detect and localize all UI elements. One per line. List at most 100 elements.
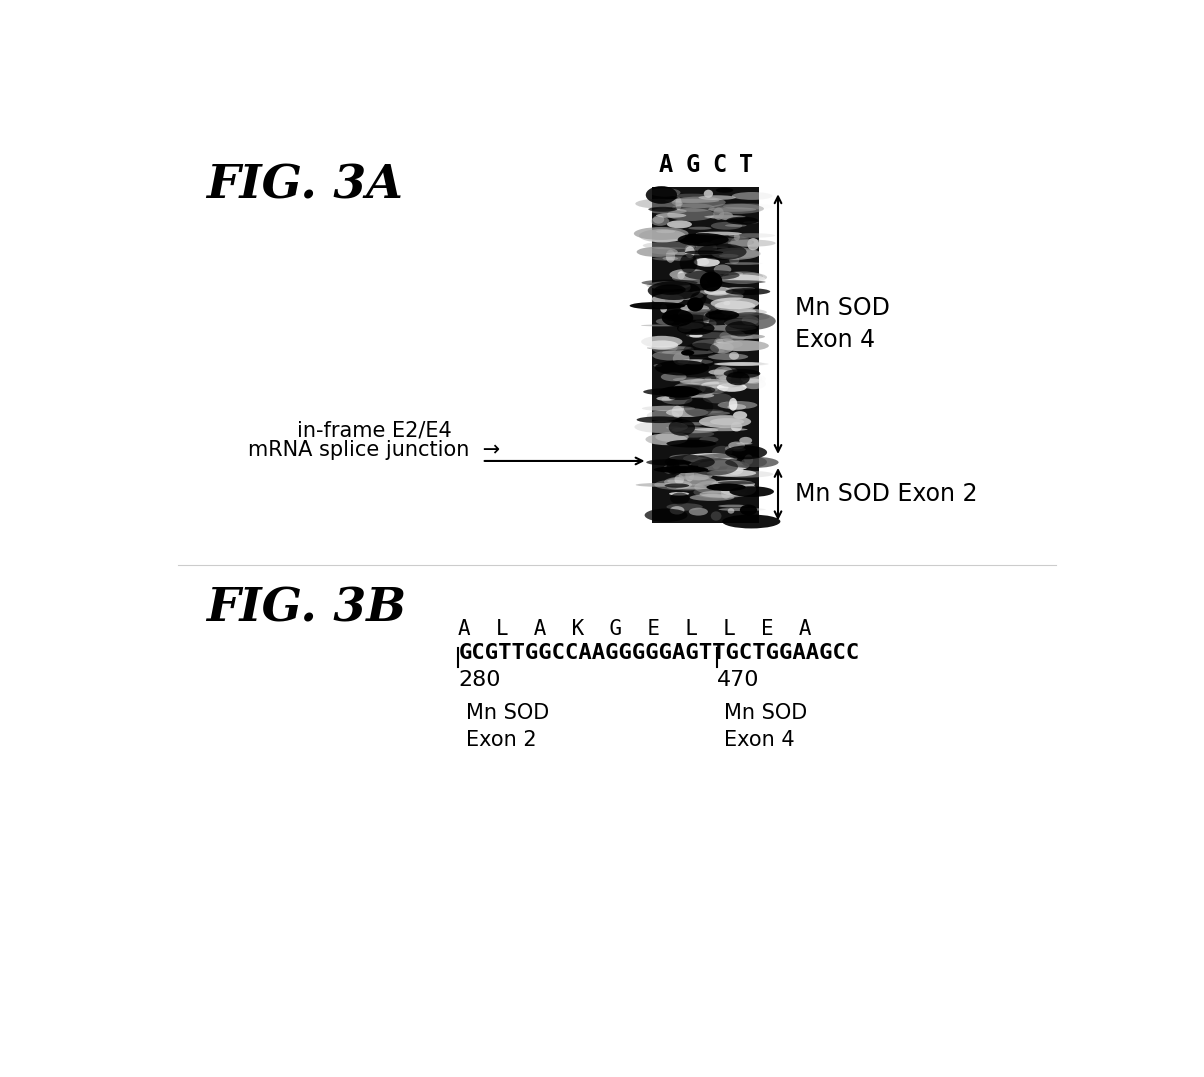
Ellipse shape [677,360,713,364]
Ellipse shape [718,481,756,485]
Ellipse shape [731,448,745,451]
Ellipse shape [710,297,759,309]
Ellipse shape [633,227,689,240]
Ellipse shape [672,406,683,418]
Ellipse shape [720,471,773,477]
Ellipse shape [707,470,756,477]
Ellipse shape [678,233,728,247]
Ellipse shape [666,426,680,429]
Ellipse shape [647,459,691,465]
Ellipse shape [656,396,675,401]
Ellipse shape [708,207,756,212]
Ellipse shape [667,477,716,486]
Text: GCGTTGGCCAAGGGGGAGTTGCTGGAAGCC: GCGTTGGCCAAGGGGGAGTTGCTGGAAGCC [459,643,860,663]
Ellipse shape [647,281,690,290]
Ellipse shape [678,325,691,332]
Ellipse shape [683,453,738,464]
Ellipse shape [681,350,695,355]
Ellipse shape [726,465,743,475]
Ellipse shape [695,257,720,267]
Ellipse shape [721,335,752,339]
Text: mRNA splice junction  →: mRNA splice junction → [248,440,501,460]
Ellipse shape [672,204,715,212]
Ellipse shape [639,229,685,242]
Ellipse shape [655,432,689,442]
Ellipse shape [686,332,736,338]
Ellipse shape [698,460,750,472]
Ellipse shape [636,484,681,487]
Ellipse shape [731,237,752,248]
Ellipse shape [719,505,748,507]
Ellipse shape [710,418,744,425]
Ellipse shape [690,458,738,476]
Ellipse shape [650,295,666,308]
Ellipse shape [653,256,694,261]
Ellipse shape [712,248,761,260]
Ellipse shape [669,223,685,227]
Ellipse shape [716,340,769,351]
Ellipse shape [630,302,685,309]
Ellipse shape [689,227,712,229]
Ellipse shape [710,512,721,520]
Ellipse shape [700,459,740,465]
Ellipse shape [724,312,775,330]
Ellipse shape [635,421,687,433]
Ellipse shape [666,252,721,255]
Ellipse shape [700,381,728,394]
Ellipse shape [685,307,710,312]
Ellipse shape [725,446,767,459]
Ellipse shape [656,230,675,233]
Ellipse shape [667,484,707,490]
Ellipse shape [681,324,689,326]
Ellipse shape [689,269,695,272]
Bar [653,187,760,523]
Ellipse shape [739,437,752,444]
Ellipse shape [708,353,748,360]
Ellipse shape [733,272,767,282]
Ellipse shape [698,195,736,200]
Ellipse shape [740,374,766,383]
Ellipse shape [691,376,743,388]
Ellipse shape [728,397,737,410]
Ellipse shape [687,297,703,311]
Ellipse shape [718,401,757,409]
Ellipse shape [681,283,691,291]
Ellipse shape [674,428,713,434]
Ellipse shape [681,392,714,394]
Ellipse shape [667,208,715,221]
Ellipse shape [692,339,743,350]
Ellipse shape [704,215,745,219]
Ellipse shape [673,254,694,262]
Ellipse shape [656,213,686,218]
Ellipse shape [701,381,734,388]
Ellipse shape [710,341,733,353]
Ellipse shape [672,197,726,208]
Ellipse shape [722,250,761,257]
Ellipse shape [710,238,754,247]
Ellipse shape [728,233,775,238]
Ellipse shape [673,464,689,468]
Ellipse shape [710,386,719,391]
Ellipse shape [712,480,755,488]
Ellipse shape [726,216,759,225]
Ellipse shape [689,462,744,466]
Ellipse shape [730,352,739,360]
Ellipse shape [647,410,679,421]
Ellipse shape [654,466,708,473]
Ellipse shape [642,280,697,285]
Ellipse shape [662,350,713,354]
Ellipse shape [721,308,767,316]
Ellipse shape [708,349,725,353]
Ellipse shape [742,457,767,467]
Ellipse shape [719,374,762,383]
Ellipse shape [698,453,743,459]
Ellipse shape [695,318,716,328]
Ellipse shape [666,408,708,417]
Ellipse shape [733,309,756,314]
Ellipse shape [724,302,731,305]
Text: G: G [685,153,700,178]
Ellipse shape [669,454,698,460]
Ellipse shape [697,243,746,261]
Ellipse shape [714,362,768,366]
Ellipse shape [678,322,703,330]
